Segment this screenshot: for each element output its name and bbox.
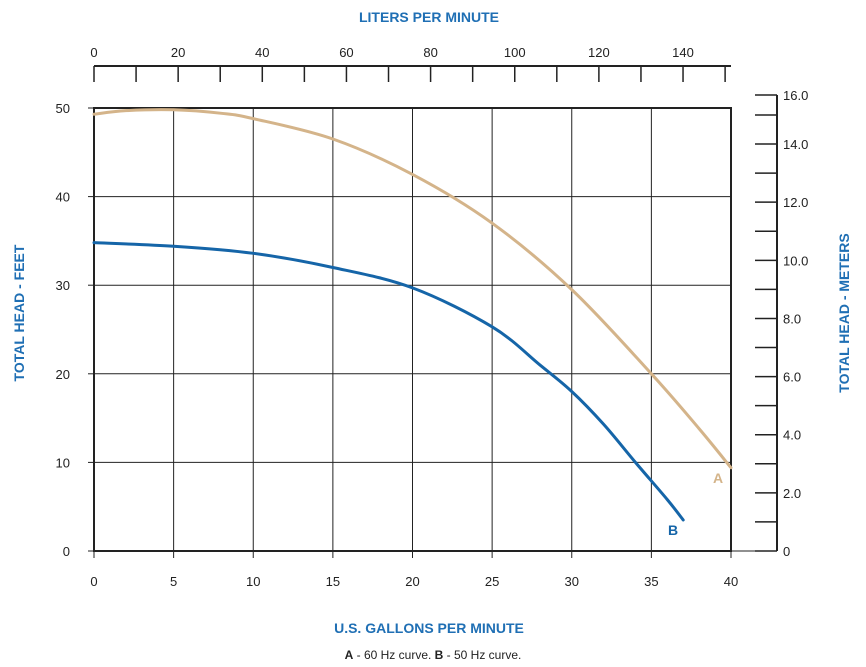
tick-marks	[88, 66, 777, 558]
x2-tick-label-5: 100	[504, 45, 526, 60]
x-tick-label-3: 15	[326, 574, 340, 589]
y2-tick-label-2: 4.0	[783, 428, 801, 443]
y-tick-label-2: 20	[56, 367, 70, 382]
chart-caption: A - 60 Hz curve. B - 50 Hz curve.	[0, 648, 866, 662]
top-x-axis-title: LITERS PER MINUTE	[359, 9, 499, 25]
grid-lines	[93, 107, 732, 552]
x-tick-label-4: 20	[405, 574, 419, 589]
x-axis-title: U.S. GALLONS PER MINUTE	[334, 620, 524, 636]
y2-tick-label-5: 10.0	[783, 253, 808, 268]
x2-tick-label-1: 20	[171, 45, 185, 60]
x2-tick-label-0: 0	[90, 45, 97, 60]
y2-tick-label-1: 2.0	[783, 486, 801, 501]
series-line-a	[92, 108, 733, 470]
curves	[92, 108, 733, 522]
x2-tick-label-7: 140	[672, 45, 694, 60]
tick-labels: 0 5 10 15 20 25 30 35 40 0 10 20 30 40 50 0 20 40 60 80 100 1…	[56, 45, 809, 589]
y-tick-label-5: 50	[56, 101, 70, 116]
x-tick-label-2: 10	[246, 574, 260, 589]
y-tick-label-4: 40	[56, 190, 70, 205]
y2-tick-label-3: 6.0	[783, 370, 801, 385]
caption-key-b: B	[434, 648, 444, 662]
x-tick-label-5: 25	[485, 574, 499, 589]
y-tick-label-3: 30	[56, 278, 70, 293]
x2-tick-label-2: 40	[255, 45, 269, 60]
y-tick-label-0: 0	[63, 544, 70, 559]
y-axis-title: TOTAL HEAD - FEET	[11, 244, 27, 381]
x2-tick-label-4: 80	[423, 45, 437, 60]
series-b-label: B	[668, 522, 678, 538]
series-line-b	[92, 241, 685, 522]
y2-tick-label-8: 16.0	[783, 88, 808, 103]
y2-tick-label-7: 14.0	[783, 137, 808, 152]
x-tick-label-7: 35	[644, 574, 658, 589]
x2-tick-label-6: 120	[588, 45, 610, 60]
right-y-axis-title: TOTAL HEAD - METERS	[836, 233, 852, 392]
caption-key-a: A	[344, 648, 354, 662]
axes	[93, 65, 778, 552]
x-tick-label-6: 30	[565, 574, 579, 589]
y2-tick-label-0: 0	[783, 544, 790, 559]
series-a-label: A	[713, 470, 723, 486]
y2-tick-label-6: 12.0	[783, 195, 808, 210]
x-tick-label-0: 0	[90, 574, 97, 589]
x-tick-label-8: 40	[724, 574, 738, 589]
y2-tick-label-4: 8.0	[783, 311, 801, 326]
x-tick-label-1: 5	[170, 574, 177, 589]
caption-text-b: - 50 Hz curve.	[443, 648, 522, 662]
x2-tick-label-3: 60	[339, 45, 353, 60]
y-tick-label-1: 10	[56, 455, 70, 470]
caption-text-a: - 60 Hz curve.	[353, 648, 435, 662]
